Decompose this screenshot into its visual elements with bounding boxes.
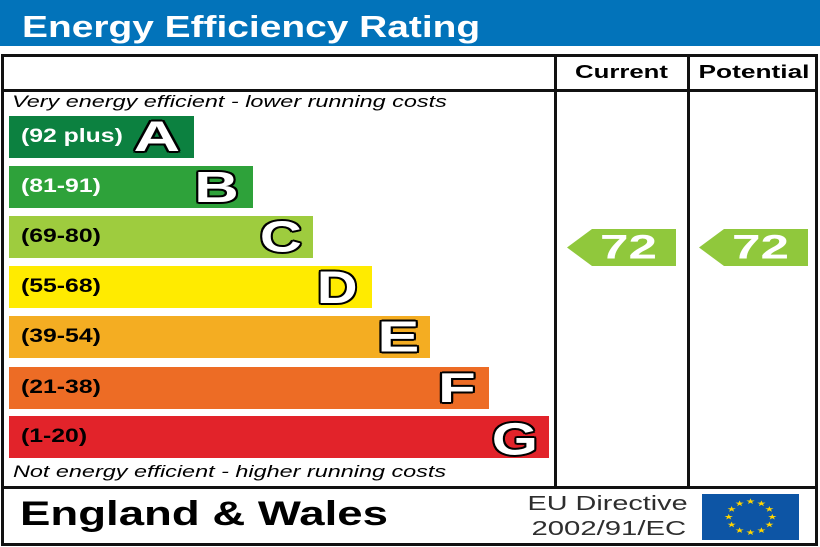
svg-text:72: 72: [600, 229, 657, 266]
svg-text:72: 72: [732, 229, 789, 266]
